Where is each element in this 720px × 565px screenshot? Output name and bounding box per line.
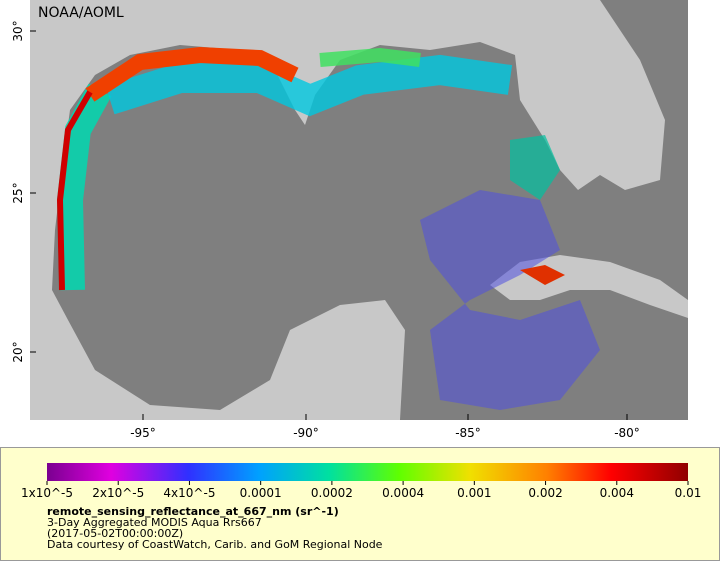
band-coast-inner [85, 46, 299, 102]
colorbar-title: remote_sensing_reflectance_at_667_nm (sr… [47, 505, 339, 518]
band-florida-west [510, 135, 560, 200]
colorbar-ticks: 1x10^-5 2x10^-5 4x10^-5 0.0001 0.0002 0.0004 0… [21, 481, 701, 500]
band-east [319, 47, 421, 67]
lat-label: 25° [11, 182, 25, 203]
colorbar-tick-label: 0.001 [457, 486, 491, 500]
colorbar-tick-label: 0.0001 [240, 486, 282, 500]
lon-label: -90° [293, 426, 319, 440]
colorbar-tick-label: 0.0004 [382, 486, 424, 500]
colorbar-tick-label: 2x10^-5 [92, 486, 144, 500]
band-coast-outer [105, 54, 513, 117]
colorbar-tick-label: 0.004 [600, 486, 634, 500]
map [30, 0, 688, 420]
colorbar-tick-label: 0.002 [528, 486, 562, 500]
lon-label: -95° [130, 426, 156, 440]
land-us [30, 0, 688, 290]
lat-label: 20° [11, 341, 25, 362]
colorbar-tick-label: 0.01 [675, 486, 702, 500]
band-coast-red [56, 90, 93, 291]
colorbar [47, 463, 688, 481]
lat-label: 30° [11, 20, 25, 41]
band-texas [56, 83, 112, 291]
colorbar-tick-label: 4x10^-5 [163, 486, 215, 500]
band-caribbean [420, 190, 600, 410]
band-cuba-north [520, 265, 565, 285]
map-credit: NOAA/AOML [38, 5, 124, 21]
colorbar-subtitle: 3-Day Aggregated MODIS Aqua Rrs667 [47, 516, 262, 529]
land-mexico [30, 290, 405, 420]
colorbar-credit: Data courtesy of CoastWatch, Carib. and … [47, 538, 383, 551]
colorbar-date: (2017-05-02T00:00:00Z) [47, 527, 183, 540]
graticule-labels: 30° 25° 20° -95° -90° -85° -80° [11, 20, 640, 440]
lon-label: -80° [614, 426, 640, 440]
lon-label: -85° [455, 426, 481, 440]
colorbar-tick-label: 1x10^-5 [21, 486, 73, 500]
colorbar-tick-label: 0.0002 [311, 486, 353, 500]
